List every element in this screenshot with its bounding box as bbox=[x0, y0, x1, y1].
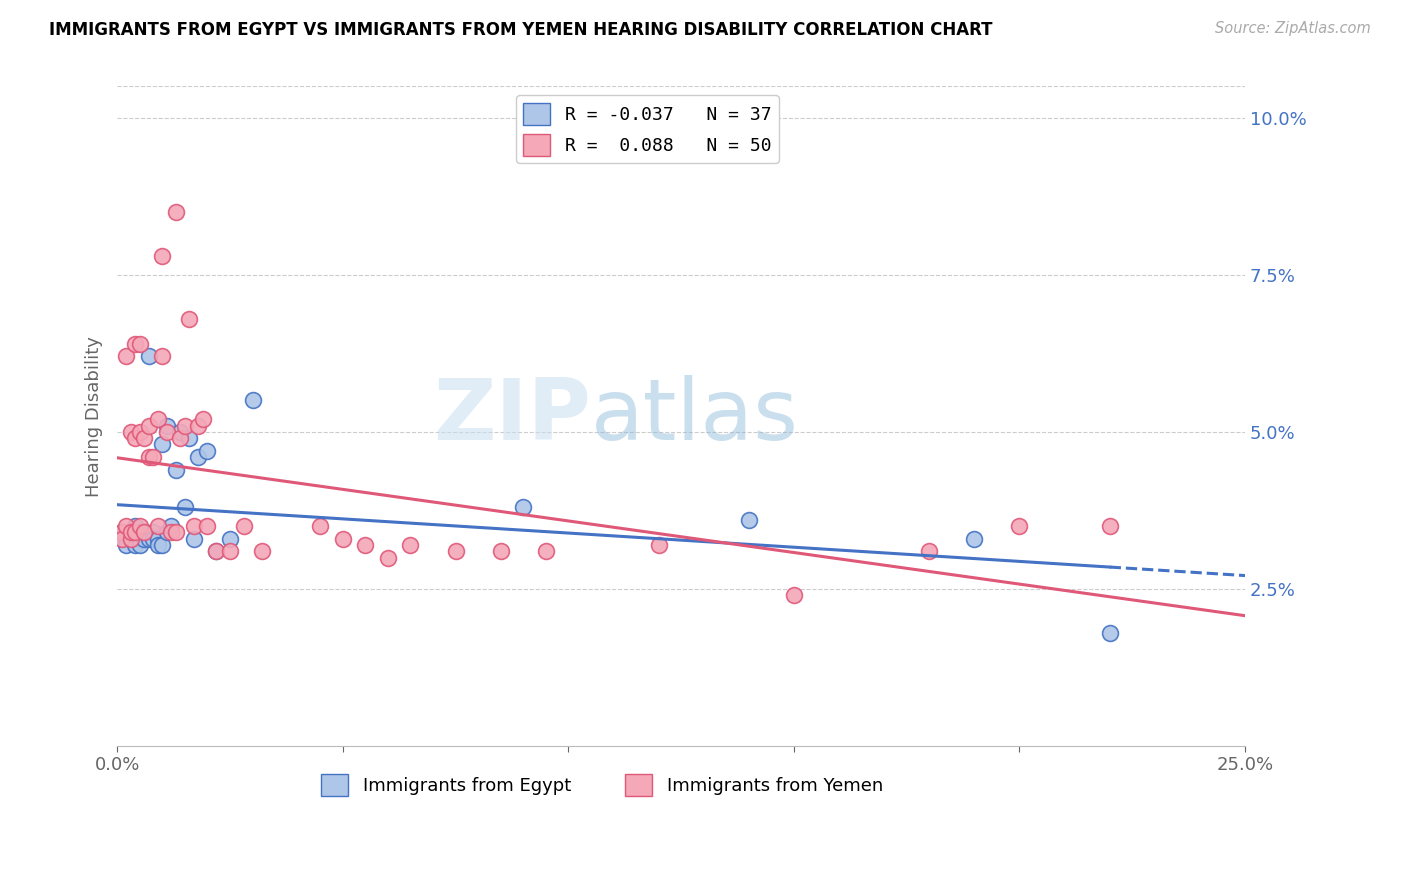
Point bbox=[1008, 519, 1031, 533]
Point bbox=[647, 538, 669, 552]
Point bbox=[183, 532, 205, 546]
Point bbox=[1098, 626, 1121, 640]
Point bbox=[120, 532, 142, 546]
Point bbox=[134, 431, 156, 445]
Point bbox=[115, 519, 138, 533]
Point bbox=[512, 500, 534, 515]
Point bbox=[179, 311, 201, 326]
Point bbox=[183, 519, 205, 533]
Point bbox=[332, 532, 354, 546]
Point bbox=[160, 525, 183, 540]
Point bbox=[232, 519, 254, 533]
Point bbox=[169, 431, 191, 445]
Point bbox=[138, 450, 160, 464]
Point bbox=[156, 425, 179, 439]
Point bbox=[219, 544, 242, 558]
Point bbox=[138, 532, 160, 546]
Point bbox=[111, 525, 134, 540]
Point bbox=[187, 450, 209, 464]
Point bbox=[124, 538, 146, 552]
Point bbox=[134, 532, 156, 546]
Text: Source: ZipAtlas.com: Source: ZipAtlas.com bbox=[1215, 21, 1371, 36]
Point bbox=[115, 532, 138, 546]
Point bbox=[165, 462, 187, 476]
Point bbox=[156, 525, 179, 540]
Text: IMMIGRANTS FROM EGYPT VS IMMIGRANTS FROM YEMEN HEARING DISABILITY CORRELATION CH: IMMIGRANTS FROM EGYPT VS IMMIGRANTS FROM… bbox=[49, 21, 993, 38]
Point bbox=[173, 500, 195, 515]
Point bbox=[191, 412, 214, 426]
Point bbox=[783, 588, 806, 602]
Point bbox=[120, 525, 142, 540]
Point bbox=[165, 205, 187, 219]
Point bbox=[169, 425, 191, 439]
Point bbox=[128, 532, 150, 546]
Point bbox=[124, 431, 146, 445]
Point bbox=[146, 532, 169, 546]
Point bbox=[179, 431, 201, 445]
Point bbox=[963, 532, 986, 546]
Point bbox=[444, 544, 467, 558]
Point bbox=[138, 350, 160, 364]
Point bbox=[124, 519, 146, 533]
Point bbox=[128, 519, 150, 533]
Point bbox=[146, 519, 169, 533]
Point bbox=[120, 525, 142, 540]
Point bbox=[377, 550, 399, 565]
Legend: Immigrants from Egypt, Immigrants from Yemen: Immigrants from Egypt, Immigrants from Y… bbox=[314, 766, 890, 803]
Point bbox=[165, 525, 187, 540]
Point bbox=[146, 412, 169, 426]
Point bbox=[738, 513, 761, 527]
Point bbox=[111, 532, 134, 546]
Point bbox=[115, 350, 138, 364]
Point bbox=[205, 544, 228, 558]
Point bbox=[354, 538, 377, 552]
Point bbox=[134, 525, 156, 540]
Point bbox=[128, 337, 150, 351]
Point bbox=[489, 544, 512, 558]
Point bbox=[309, 519, 332, 533]
Point bbox=[124, 337, 146, 351]
Point bbox=[124, 525, 146, 540]
Point bbox=[142, 450, 165, 464]
Point bbox=[918, 544, 941, 558]
Point bbox=[128, 425, 150, 439]
Point bbox=[399, 538, 422, 552]
Point bbox=[115, 538, 138, 552]
Point bbox=[156, 418, 179, 433]
Point bbox=[138, 418, 160, 433]
Point bbox=[150, 249, 173, 263]
Point bbox=[150, 538, 173, 552]
Point bbox=[128, 538, 150, 552]
Text: atlas: atlas bbox=[591, 375, 799, 458]
Point bbox=[1098, 519, 1121, 533]
Point bbox=[111, 525, 134, 540]
Point bbox=[120, 532, 142, 546]
Point bbox=[128, 525, 150, 540]
Point bbox=[173, 418, 195, 433]
Point bbox=[242, 393, 264, 408]
Point bbox=[146, 538, 169, 552]
Point bbox=[134, 525, 156, 540]
Point bbox=[197, 519, 219, 533]
Point bbox=[197, 443, 219, 458]
Point bbox=[219, 532, 242, 546]
Point bbox=[150, 437, 173, 451]
Point bbox=[250, 544, 273, 558]
Point bbox=[120, 425, 142, 439]
Point bbox=[187, 418, 209, 433]
Point bbox=[150, 350, 173, 364]
Point bbox=[160, 519, 183, 533]
Y-axis label: Hearing Disability: Hearing Disability bbox=[86, 335, 103, 497]
Point bbox=[534, 544, 557, 558]
Point bbox=[142, 525, 165, 540]
Text: ZIP: ZIP bbox=[433, 375, 591, 458]
Point bbox=[205, 544, 228, 558]
Point bbox=[142, 532, 165, 546]
